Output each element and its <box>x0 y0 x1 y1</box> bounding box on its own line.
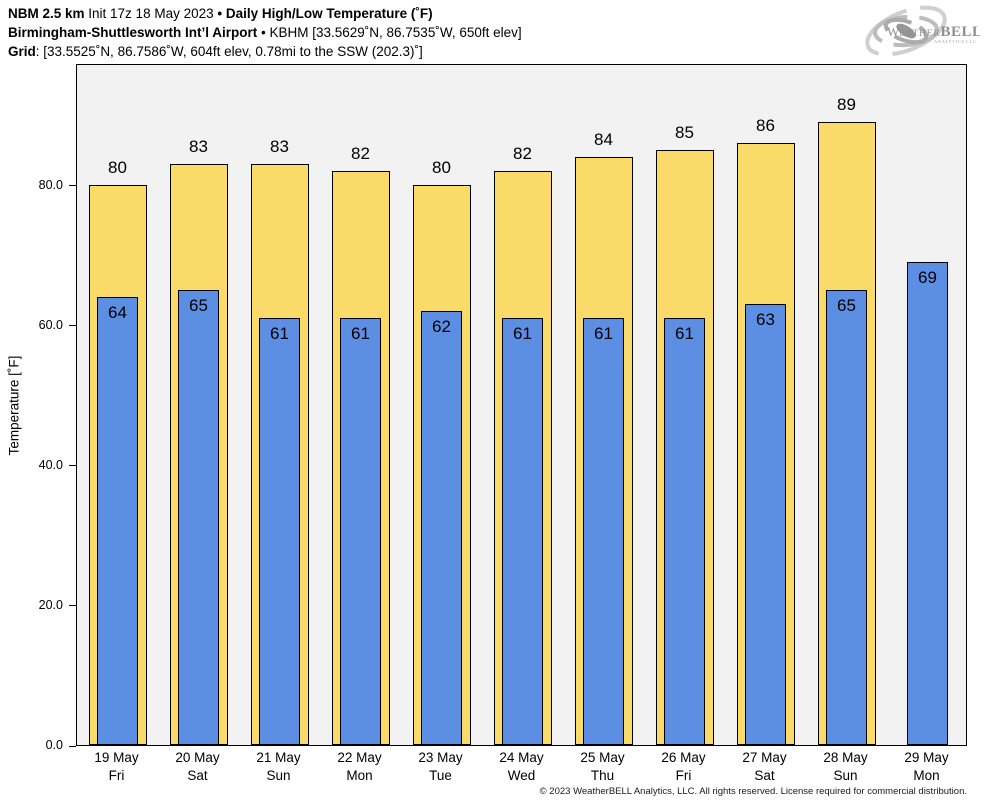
x-axis-day: Sun <box>833 768 858 783</box>
x-axis-date: 22 May <box>337 750 382 765</box>
header-line-3: Grid: [33.5525˚N, 86.7586˚W, 604ft elev,… <box>8 42 522 61</box>
x-axis-day: Sat <box>754 768 775 783</box>
high-value-label: 80 <box>108 157 127 177</box>
x-axis-date: 26 May <box>661 750 706 765</box>
high-value-label: 82 <box>351 143 370 163</box>
x-axis-date: 19 May <box>94 750 139 765</box>
y-tick-mark <box>69 465 76 467</box>
x-axis-date: 21 May <box>256 750 301 765</box>
station-coords: • KBHM [33.5629˚N, 86.7535˚W, 650ft elev… <box>257 25 522 40</box>
x-axis-day: Sun <box>266 768 291 783</box>
high-value-label: 82 <box>513 143 532 163</box>
x-axis-label: 24 May Wed <box>481 749 562 785</box>
low-bar <box>421 310 462 745</box>
logo-word-analytics: ANALYTICS LLC <box>934 39 976 44</box>
low-value-label: 65 <box>189 295 208 315</box>
y-tick-label: 20.0 <box>38 597 63 612</box>
high-value-label: 85 <box>675 122 694 142</box>
x-axis-date: 20 May <box>175 750 220 765</box>
high-value-label: 84 <box>594 129 613 149</box>
x-axis-day: Tue <box>429 768 452 783</box>
y-tick-mark <box>69 325 76 327</box>
low-bar <box>178 289 219 745</box>
low-value-label: 65 <box>837 295 856 315</box>
x-axis-label: 22 May Mon <box>319 749 400 785</box>
high-value-label: 86 <box>756 115 775 135</box>
station-name: Birmingham-Shuttlesworth Int’l Airport <box>8 25 258 40</box>
x-axis-day: Mon <box>346 768 373 783</box>
x-axis-day: Mon <box>913 768 940 783</box>
low-value-label: 62 <box>432 316 451 336</box>
grid-label: Grid <box>8 44 36 59</box>
high-value-label: 89 <box>837 94 856 114</box>
x-axis-day: Sat <box>187 768 208 783</box>
low-value-label: 63 <box>756 309 775 329</box>
y-tick-label: 0.0 <box>45 738 63 752</box>
x-axis-label: 28 May Sun <box>805 749 886 785</box>
copyright-text: © 2023 WeatherBELL Analytics, LLC. All r… <box>539 786 967 797</box>
low-value-label: 61 <box>594 323 613 343</box>
x-axis-label: 25 May Thu <box>562 749 643 785</box>
x-axis-date: 24 May <box>499 750 544 765</box>
low-value-label: 61 <box>351 323 370 343</box>
hurricane-swirl-icon <box>865 5 947 57</box>
x-axis-date: 29 May <box>904 750 949 765</box>
x-axis-day: Wed <box>507 768 536 783</box>
x-axis-date: 28 May <box>823 750 868 765</box>
chart-title: Daily High/Low Temperature (˚F) <box>222 6 433 21</box>
header-line-2: Birmingham-Shuttlesworth Int’l Airport •… <box>8 23 522 42</box>
model-name: NBM 2.5 km <box>8 6 85 21</box>
low-bar <box>259 317 300 745</box>
low-value-label: 64 <box>108 302 127 322</box>
header-line-1: NBM 2.5 km Init 17z 18 May 2023 • Daily … <box>8 4 522 23</box>
y-tick-mark <box>69 745 76 747</box>
low-bar <box>907 261 948 745</box>
y-tick-label: 40.0 <box>38 457 63 472</box>
x-axis-label: 27 May Sat <box>724 749 805 785</box>
low-value-label: 61 <box>270 323 289 343</box>
init-time: Init 17z 18 May 2023 <box>84 6 218 21</box>
low-value-label: 69 <box>918 267 937 287</box>
low-bar <box>826 289 867 745</box>
logo-word-weather: WEATHERBELL <box>887 24 980 40</box>
grid-coords: : [33.5525˚N, 86.7586˚W, 604ft elev, 0.7… <box>35 44 423 59</box>
high-value-label: 83 <box>189 136 208 156</box>
y-tick-label: 60.0 <box>38 317 63 332</box>
low-bar <box>745 303 786 745</box>
weatherbell-logo: WEATHERBELL ANALYTICS LLC <box>865 5 980 57</box>
low-value-label: 61 <box>675 323 694 343</box>
low-bar <box>340 317 381 745</box>
low-value-label: 61 <box>513 323 532 343</box>
x-axis-date: 27 May <box>742 750 787 765</box>
chart-header: NBM 2.5 km Init 17z 18 May 2023 • Daily … <box>8 4 522 61</box>
x-axis-label: 19 May Fri <box>76 749 157 785</box>
x-axis-label: 21 May Sun <box>238 749 319 785</box>
low-bar <box>664 317 705 745</box>
x-axis-date: 25 May <box>580 750 625 765</box>
x-axis-day: Fri <box>675 768 692 783</box>
low-bar <box>97 296 138 745</box>
y-axis-title: Temperature [˚F] <box>6 355 22 455</box>
low-bar <box>502 317 543 745</box>
bullet-separator: • <box>217 6 223 21</box>
x-axis-day: Fri <box>108 768 125 783</box>
high-value-label: 80 <box>432 157 451 177</box>
x-axis-date: 23 May <box>418 750 463 765</box>
x-axis-day: Thu <box>590 768 615 783</box>
y-tick-label: 80.0 <box>38 177 63 192</box>
y-tick-mark <box>69 605 76 607</box>
x-axis-label: 23 May Tue <box>400 749 481 785</box>
plot-area: 80 64 83 65 83 61 82 61 80 62 82 61 84 61 85 61 86 63 89 65… <box>76 64 967 746</box>
x-axis-label: 26 May Fri <box>643 749 724 785</box>
high-value-label: 83 <box>270 136 289 156</box>
x-axis-label: 29 May Mon <box>886 749 967 785</box>
x-axis-label: 20 May Sat <box>157 749 238 785</box>
y-tick-mark <box>69 185 76 187</box>
low-bar <box>583 317 624 745</box>
